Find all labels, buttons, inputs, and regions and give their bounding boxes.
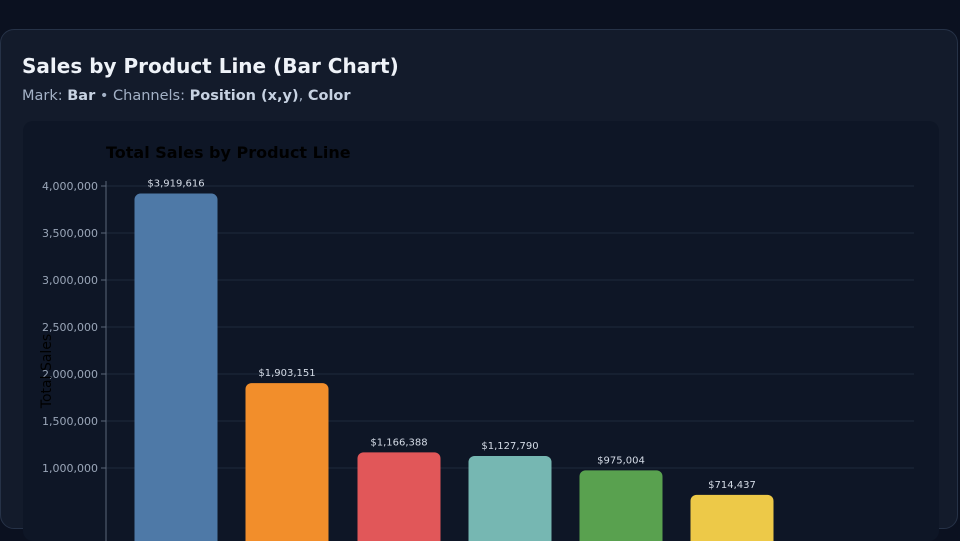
card-subtitle: Mark: Bar • Channels: Position (x,y), Co… [22,88,351,104]
channel-position: Position (x,y) [189,88,299,104]
bar [690,494,774,541]
mark-label: Mark: [22,88,63,104]
y-tick-label: 3,500,000 [42,227,98,240]
card-title: Sales by Product Line (Bar Chart) [22,54,399,78]
y-tick-label: 2,500,000 [42,321,98,334]
bar [357,452,441,541]
channel-color: Color [307,88,351,104]
bar-value-label: $1,127,790 [481,441,538,452]
y-tick-label: 2,000,000 [42,368,98,381]
separator: • [99,88,109,104]
bar [245,383,329,541]
bar [134,193,218,541]
channels-label: Channels: [113,88,186,104]
chart-card: Sales by Product Line (Bar Chart) Mark: … [0,29,958,541]
chart-panel: Total Sales by Product Line 1,000,000 1,50… [23,121,939,541]
bar-value-label: $975,004 [597,455,645,466]
bar-value-label: $1,166,388 [370,437,427,448]
y-tick-label: 4,000,000 [42,180,98,193]
bar [579,470,663,541]
y-tick-label: 1,500,000 [42,415,98,428]
chart-title: Total Sales by Product Line [106,143,351,162]
bar-value-label: $3,919,616 [147,179,204,190]
y-tick-label: 3,000,000 [42,274,98,287]
y-axis-label: Total Sales [39,334,55,409]
bar-value-label: $714,437 [708,480,756,491]
bar-value-label: $1,903,151 [258,368,315,379]
bar [468,455,552,541]
bar-chart: Total Sales by Product Line 1,000,000 1,50… [39,143,914,541]
y-tick-label: 1,000,000 [42,462,98,475]
channel-separator: , [298,88,304,104]
mark-value: Bar [67,88,96,104]
